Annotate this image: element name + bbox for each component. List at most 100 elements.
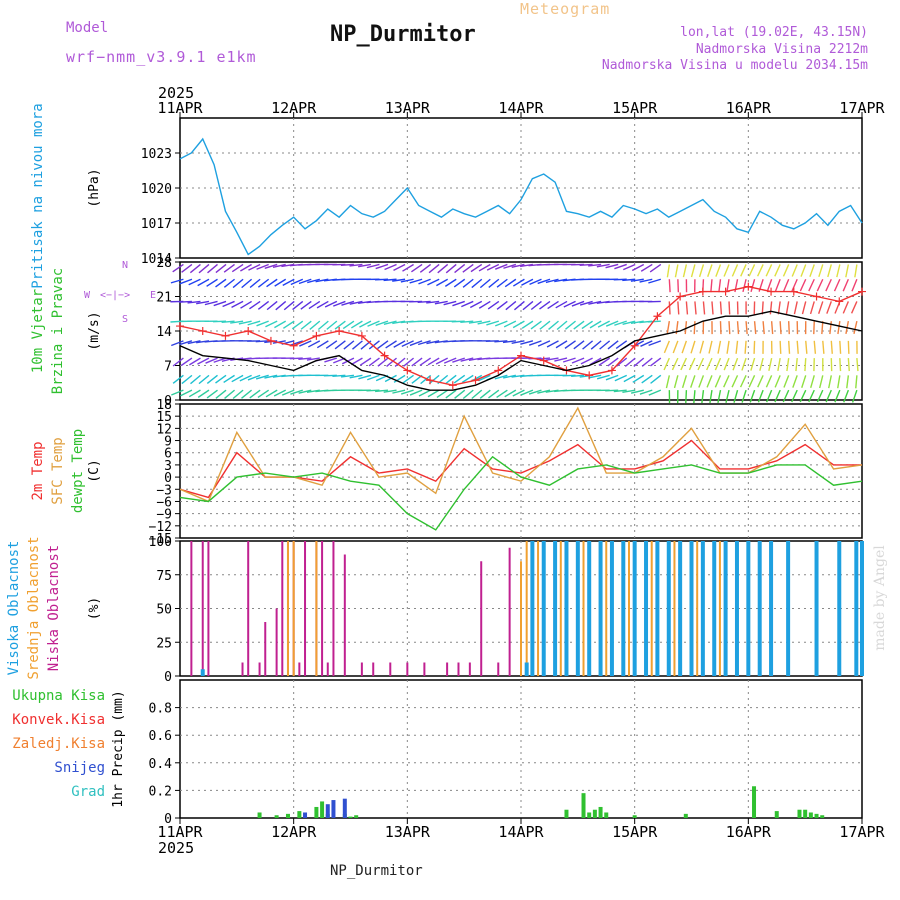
wind-barb xyxy=(309,320,321,330)
compass-w: W xyxy=(84,290,91,301)
wind-barb xyxy=(341,300,355,306)
wind-barb xyxy=(340,263,354,266)
wind-barb xyxy=(787,340,791,354)
wind-barb xyxy=(198,374,210,385)
cloud-axis-title-2: Srednja Oblacnost xyxy=(26,536,42,679)
wind-axis-title-1: 10m Vjetar xyxy=(30,289,46,373)
wind-barb xyxy=(834,389,841,403)
precip-bar xyxy=(342,798,347,818)
wind-barb xyxy=(694,301,697,315)
wind-barb xyxy=(377,340,389,350)
wind-barb xyxy=(554,278,568,283)
wind-barb xyxy=(230,320,244,324)
wind-barb xyxy=(555,300,568,309)
y-tick-label: 0.8 xyxy=(149,702,172,717)
wind-barb xyxy=(787,321,790,335)
cloud-bar xyxy=(258,662,261,676)
cloud-bar xyxy=(508,547,511,676)
wind-barb xyxy=(530,300,542,311)
cloud-bar xyxy=(814,541,819,676)
wind-barb xyxy=(555,340,568,349)
cloud-bar xyxy=(837,541,842,676)
cloud-bar xyxy=(201,541,204,676)
temp-axis-title-1: 2m Temp xyxy=(30,441,46,500)
wind-barb xyxy=(842,301,850,314)
wind-barb xyxy=(565,320,577,330)
wind-barb xyxy=(443,357,457,364)
temp-axis-title-2: SFC Temp xyxy=(50,437,66,504)
footer-station: NP_Durmitor xyxy=(330,863,423,879)
wind-barb xyxy=(613,278,627,281)
wind-speed-line xyxy=(179,310,863,391)
wind-barb xyxy=(298,278,312,285)
wind-barb xyxy=(443,300,457,306)
wind-barb xyxy=(605,374,619,381)
wind-barb xyxy=(777,357,781,372)
wind-gust-marker xyxy=(198,327,207,335)
compass-s: S xyxy=(122,314,128,325)
wind-barb xyxy=(181,263,193,273)
cloud-bar xyxy=(360,662,363,676)
wind-barb xyxy=(265,320,278,328)
precip-bar xyxy=(683,813,688,818)
wind-barb xyxy=(774,264,781,277)
wind-barb xyxy=(264,374,278,379)
wind-barb xyxy=(842,278,850,292)
wind-barb xyxy=(539,320,551,330)
wind-barb xyxy=(706,357,713,371)
cloud-bar xyxy=(673,541,676,676)
wind-barb xyxy=(197,389,210,398)
y-tick-label: 100 xyxy=(149,535,172,550)
wind-barb xyxy=(845,264,850,278)
wind-barb xyxy=(685,390,688,404)
cloud-bar xyxy=(632,541,637,676)
precip-bar xyxy=(325,804,330,818)
wind-barb xyxy=(291,320,304,330)
wind-barb xyxy=(719,301,723,315)
wind-barb xyxy=(470,263,483,273)
wind-barb xyxy=(256,263,269,270)
wind-barb xyxy=(221,320,235,323)
y-unit-label: 1hr Precip (mm) xyxy=(111,690,126,807)
wind-barb xyxy=(256,320,269,327)
cloud-bar xyxy=(304,541,307,676)
wind-barb xyxy=(761,301,764,315)
wind-barb xyxy=(409,278,423,284)
wind-barb xyxy=(723,375,730,388)
wind-barb xyxy=(453,374,466,384)
wind-barb xyxy=(393,263,406,272)
wind-barb xyxy=(436,278,449,287)
wind-barb xyxy=(813,340,817,354)
wind-barb xyxy=(444,278,457,287)
wind-barb xyxy=(496,300,508,310)
wind-barb xyxy=(728,301,731,315)
wind-barb xyxy=(503,374,517,379)
wind-barb xyxy=(334,340,346,350)
wind-barb xyxy=(460,320,474,324)
wind-barb xyxy=(791,278,798,292)
wind-barb xyxy=(171,340,184,347)
y-tick-label: 75 xyxy=(156,569,172,584)
wind-barb xyxy=(368,340,380,350)
precip-bar xyxy=(604,812,609,818)
x-date-top: 15APR xyxy=(612,99,658,117)
wind-barb xyxy=(681,340,688,354)
y-tick-label: 12 xyxy=(156,422,172,437)
cloud-bar xyxy=(525,541,528,676)
altitude-label: Nadmorska Visina 2212m xyxy=(695,42,868,57)
wind-barb xyxy=(836,264,841,278)
wind-barb xyxy=(478,374,491,382)
wind-barb xyxy=(436,389,449,399)
wind-barb xyxy=(616,357,628,367)
wind-barb xyxy=(505,300,517,311)
wind-barb xyxy=(735,340,739,354)
wind-barb xyxy=(537,389,551,394)
wind-barb xyxy=(685,301,689,315)
wind-gust-marker xyxy=(517,351,525,360)
wind-barb xyxy=(690,264,696,278)
wind-barb xyxy=(290,278,304,286)
wind-barb xyxy=(349,374,363,379)
cloud-bar xyxy=(666,541,671,676)
wind-barb xyxy=(630,389,644,394)
